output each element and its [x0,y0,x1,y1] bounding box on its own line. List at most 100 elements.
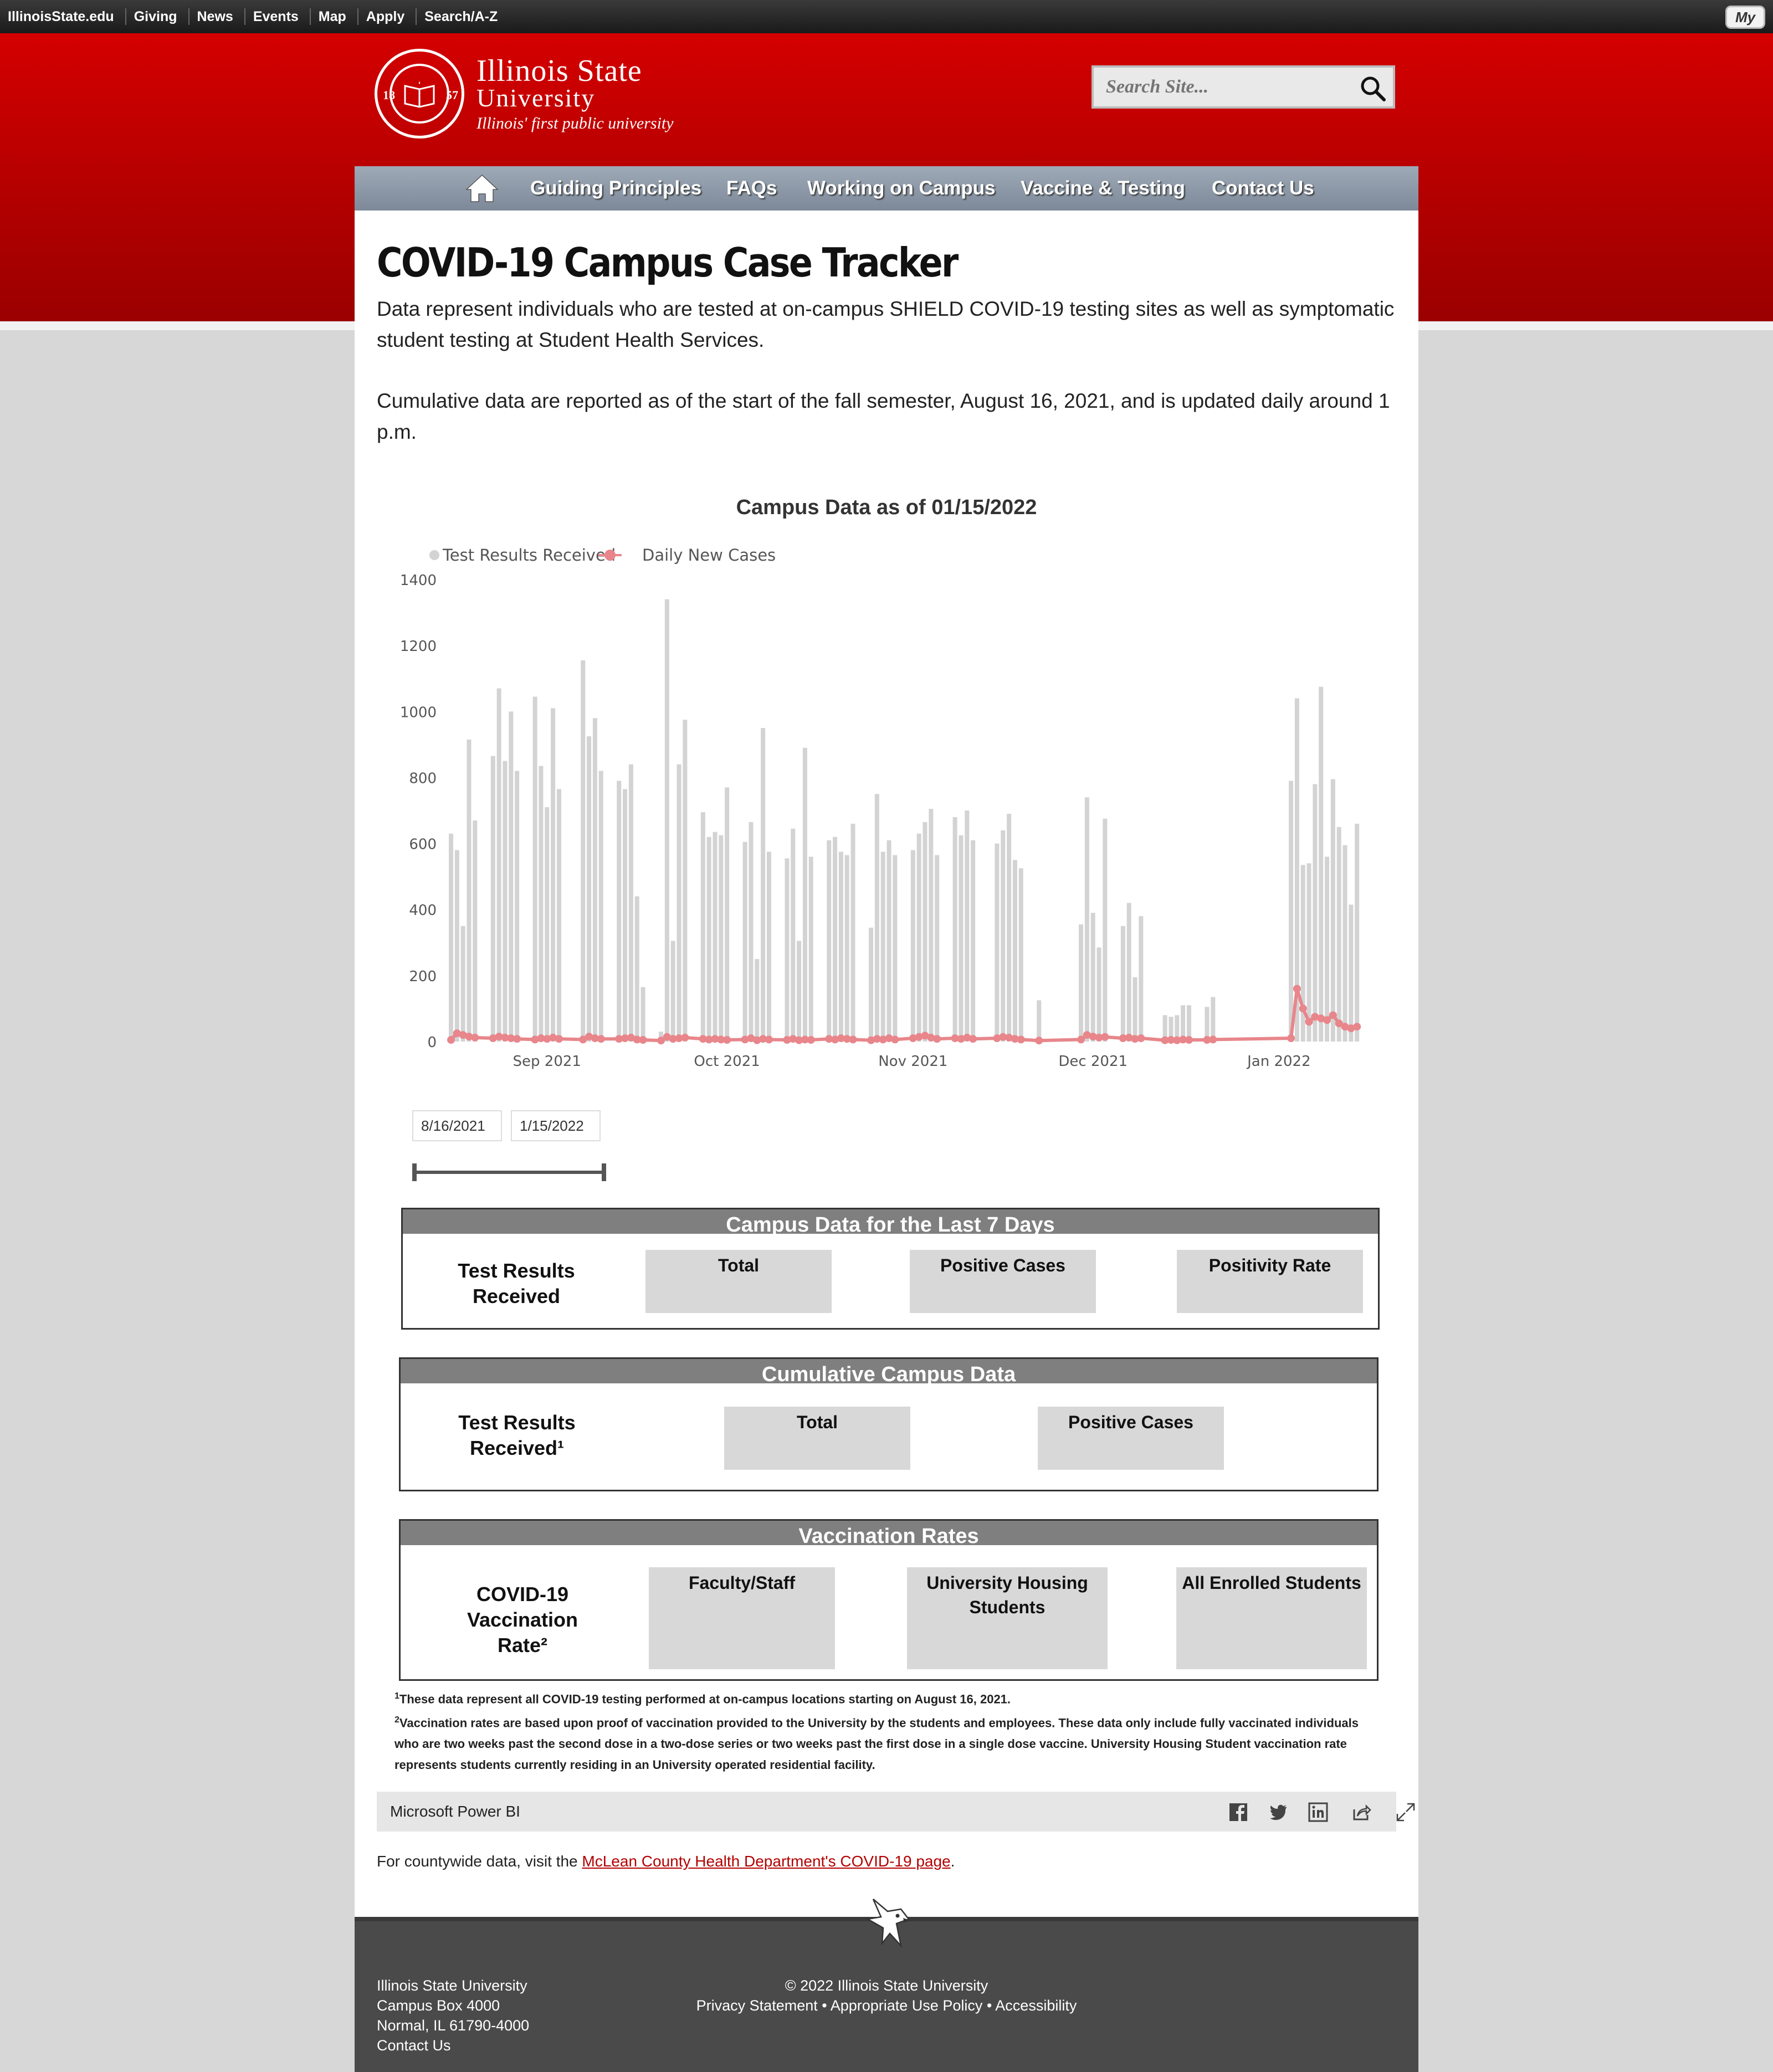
utility-link-news[interactable]: News [189,8,245,25]
point-daily-new-cases [759,1035,767,1043]
last7-positive-cases-cell: Positive Cases [910,1250,1096,1313]
university-logo[interactable]: 18 57 Illinois State University Illinois… [375,49,696,143]
point-daily-new-cases [681,1033,689,1042]
point-daily-new-cases [585,1033,593,1041]
bar-test-results [827,840,832,1042]
date-range-slider[interactable] [412,1161,606,1183]
point-daily-new-cases [1323,1016,1331,1024]
point-daily-new-cases [705,1035,713,1044]
twitter-icon[interactable] [1268,1802,1289,1823]
y-tick-label: 1400 [400,572,437,589]
utility-link-map[interactable]: Map [311,8,358,25]
point-daily-new-cases [1347,1024,1355,1033]
point-daily-new-cases [999,1033,1007,1041]
footer-address-line: Illinois State University [377,1977,527,1994]
nav-item-working-on-campus[interactable]: Working on Campus [807,177,996,199]
bar-test-results [1103,818,1108,1042]
search-icon[interactable] [1359,74,1387,103]
bar-test-results [844,855,849,1042]
point-daily-new-cases [891,1035,899,1044]
point-daily-new-cases [1173,1036,1181,1044]
bar-test-results [581,660,586,1042]
point-daily-new-cases [837,1034,845,1043]
point-daily-new-cases [579,1035,587,1044]
search-input[interactable] [1106,73,1350,101]
point-daily-new-cases [633,1035,641,1044]
home-icon[interactable] [465,174,499,203]
expand-icon[interactable] [1395,1802,1416,1823]
utility-link-events[interactable]: Events [245,8,311,25]
bar-test-results [850,823,855,1042]
mclean-county-link[interactable]: McLean County Health Department's COVID-… [582,1853,951,1870]
footer-address-line: Normal, IL 61790-4000 [377,2017,530,2034]
row-label: Test Results Received [458,1259,575,1307]
point-daily-new-cases [1137,1034,1145,1043]
y-tick-label: 200 [409,968,437,985]
point-daily-new-cases [873,1035,881,1043]
case-tracker-chart: Campus Data as of 01/15/2022 Test Results… [377,488,1396,1097]
bar-test-results [1175,1015,1180,1042]
bar-test-results [1355,823,1360,1042]
county-note-suffix: . [950,1853,955,1870]
utility-link-illinoisstate[interactable]: IllinoisState.edu [0,8,126,25]
point-daily-new-cases [1011,1035,1019,1043]
date-range-start[interactable]: 8/16/2021 [412,1110,502,1141]
bar-test-results [959,835,964,1042]
point-daily-new-cases [1077,1035,1085,1044]
linkedin-icon[interactable] [1308,1802,1329,1823]
point-daily-new-cases [1185,1036,1193,1044]
footer-policy-links[interactable]: Privacy Statement • Appropriate Use Poli… [696,1997,1077,2014]
x-tick-label: Jan 2022 [1246,1053,1311,1070]
legend-marker-cases [604,550,616,561]
bar-test-results [1336,827,1341,1042]
seal-year-right: 57 [446,88,458,102]
footnote-1: 1These data represent all COVID-19 testi… [394,1686,1370,1710]
bar-test-results [1294,698,1299,1042]
point-daily-new-cases [465,1033,473,1041]
footer-contact-link[interactable]: Contact Us [377,2037,451,2054]
bar-test-results [532,696,537,1042]
share-icon[interactable] [1351,1802,1372,1823]
point-daily-new-cases [1017,1035,1025,1044]
nav-item-vaccine-testing[interactable]: Vaccine & Testing [1021,177,1185,199]
x-tick-label: Oct 2021 [694,1053,760,1070]
bar-test-results [755,959,760,1042]
nav-item-guiding-principles[interactable]: Guiding Principles [530,177,702,199]
point-daily-new-cases [447,1036,455,1044]
y-tick-label: 400 [409,902,437,919]
y-tick-label: 800 [409,770,437,787]
point-daily-new-cases [555,1035,563,1043]
site-search [1092,65,1395,109]
my-illinoisstate-button[interactable]: My [1725,6,1765,29]
utility-link-search-az[interactable]: Search/A-Z [424,9,498,24]
point-daily-new-cases [489,1034,497,1043]
bar-test-results [1012,860,1017,1042]
bar-test-results [515,771,520,1042]
bar-test-results [910,850,915,1042]
nav-item-contact-us[interactable]: Contact Us [1212,177,1314,199]
bar-test-results [797,941,802,1042]
legend-label-tests: Test Results Received [442,546,616,565]
panel-header: Vaccination Rates [401,1521,1377,1545]
bar-test-results [628,764,633,1042]
point-daily-new-cases [657,1037,665,1045]
facebook-icon[interactable] [1228,1802,1249,1823]
slider-handle-end[interactable] [602,1163,606,1181]
university-name-line2: University [476,84,596,112]
main-nav: Guiding Principles FAQs Working on Campu… [355,166,1418,211]
bar-test-results [1342,845,1347,1042]
nav-item-faqs[interactable]: FAQs [726,177,777,199]
slider-handle-start[interactable] [412,1163,417,1181]
bar-test-results [617,781,622,1042]
point-daily-new-cases [957,1035,965,1043]
bar-test-results [1139,916,1144,1042]
bar-test-results [587,736,592,1042]
date-range-end[interactable]: 1/15/2022 [511,1110,601,1141]
point-daily-new-cases [1089,1033,1097,1041]
bar-test-results [1289,781,1294,1042]
point-daily-new-cases [669,1035,677,1043]
utility-link-giving[interactable]: Giving [126,8,189,25]
utility-link-apply[interactable]: Apply [358,8,417,25]
point-daily-new-cases [1161,1036,1169,1044]
powerbi-label[interactable]: Microsoft Power BI [390,1803,520,1820]
